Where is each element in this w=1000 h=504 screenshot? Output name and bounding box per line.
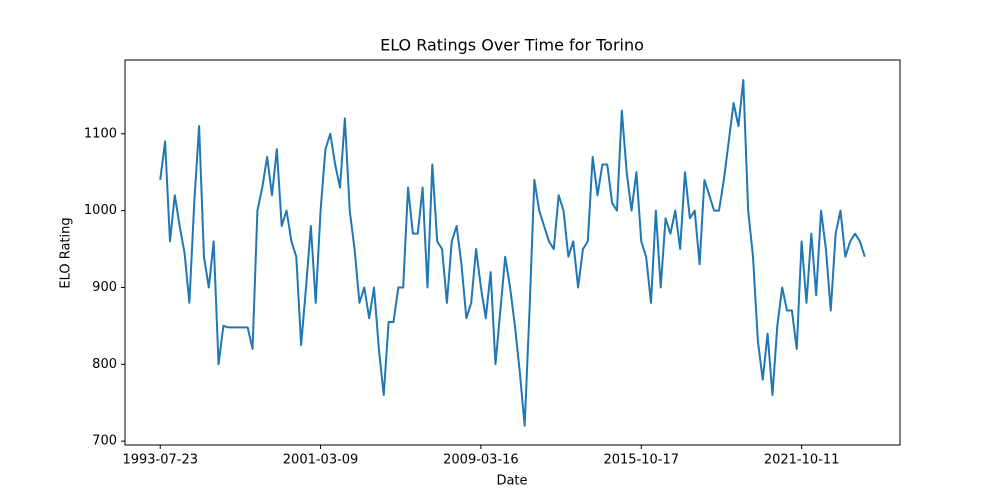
x-tick-label: 2001-03-09: [283, 453, 359, 468]
y-tick-label: 800: [92, 357, 117, 372]
y-tick-label: 900: [92, 280, 117, 295]
plot-frame: [124, 59, 901, 446]
x-tick-label: 2015-10-17: [603, 453, 679, 468]
x-tick-label: 2009-03-16: [443, 453, 519, 468]
data-line: [159, 78, 866, 427]
x-axis-label: Date: [496, 474, 527, 489]
y-tick-label: 1000: [84, 203, 117, 218]
y-tick-label: 1100: [84, 126, 117, 141]
y-tick-label: 700: [92, 434, 117, 449]
y-axis-label: ELO Rating: [59, 217, 74, 288]
chart-title: ELO Ratings Over Time for Torino: [380, 36, 644, 55]
x-tick-label: 1993-07-23: [122, 453, 198, 468]
x-tick-label: 2021-10-11: [764, 453, 840, 468]
